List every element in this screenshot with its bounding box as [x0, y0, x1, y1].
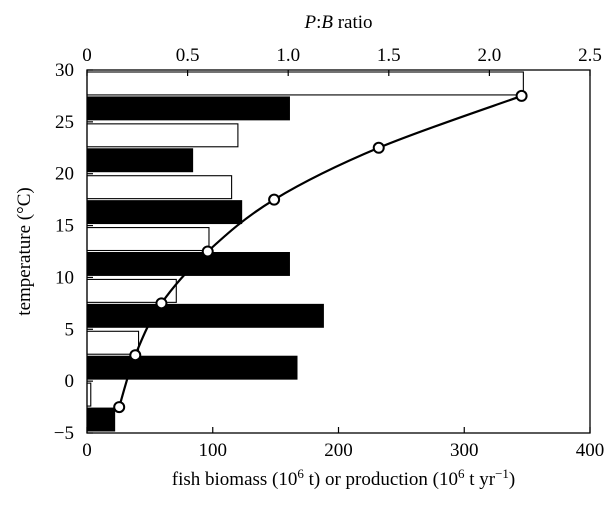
y-tick-label: 25	[55, 112, 74, 133]
top-tick-label: 1.5	[377, 45, 401, 66]
y-tick-label: 0	[65, 371, 75, 392]
pb-ratio-point	[155, 297, 168, 310]
production-bar	[86, 303, 324, 328]
production-bar	[86, 407, 116, 432]
pb-ratio-point	[515, 89, 528, 102]
production-bar	[86, 200, 243, 225]
x-tick-label: 100	[199, 440, 228, 461]
y-axis-title: temperature (°C)	[14, 187, 35, 315]
x-axis-title: fish biomass (106 t) or production (106 …	[172, 466, 515, 490]
y-tick-label: 20	[55, 164, 74, 185]
production-bar	[86, 96, 290, 121]
biomass-bar	[86, 123, 239, 148]
top-tick-label: 1.0	[276, 45, 300, 66]
production-bar	[86, 355, 298, 380]
x-tick-label: 200	[324, 440, 353, 461]
bars-layer	[86, 71, 524, 432]
y-tick-label: 10	[55, 267, 74, 288]
top-tick-label: 0	[82, 45, 92, 66]
production-bar	[86, 148, 194, 173]
top-tick-label: 2.5	[578, 45, 602, 66]
pb-ratio-point	[268, 193, 281, 206]
y-tick-label: 15	[55, 216, 74, 237]
x-tick-label: 300	[450, 440, 479, 461]
y-tick-label: −5	[54, 423, 74, 444]
pb-ratio-layer	[113, 89, 528, 414]
biomass-bar	[86, 175, 233, 200]
top-tick-label: 0.5	[176, 45, 200, 66]
ticks-layer: 0 100 200 300 400 0 0.5 1.0 1.5 2.0 2.5 −5 0 5 10 15 20 2…	[54, 45, 604, 461]
y-tick-label: 30	[55, 60, 74, 81]
biomass-bar	[86, 330, 140, 355]
x-tick-label: 0	[82, 440, 92, 461]
x-tick-label: 400	[576, 440, 605, 461]
biomass-bar	[86, 71, 524, 96]
top-axis-title: P:B ratio	[303, 12, 372, 33]
y-tick-label: 5	[65, 319, 75, 340]
pb-ratio-point	[113, 401, 126, 414]
pb-ratio-point	[372, 141, 385, 154]
biomass-bar	[86, 227, 210, 252]
top-tick-label: 2.0	[478, 45, 502, 66]
pb-ratio-point	[129, 349, 142, 362]
pb-ratio-point	[201, 245, 214, 258]
